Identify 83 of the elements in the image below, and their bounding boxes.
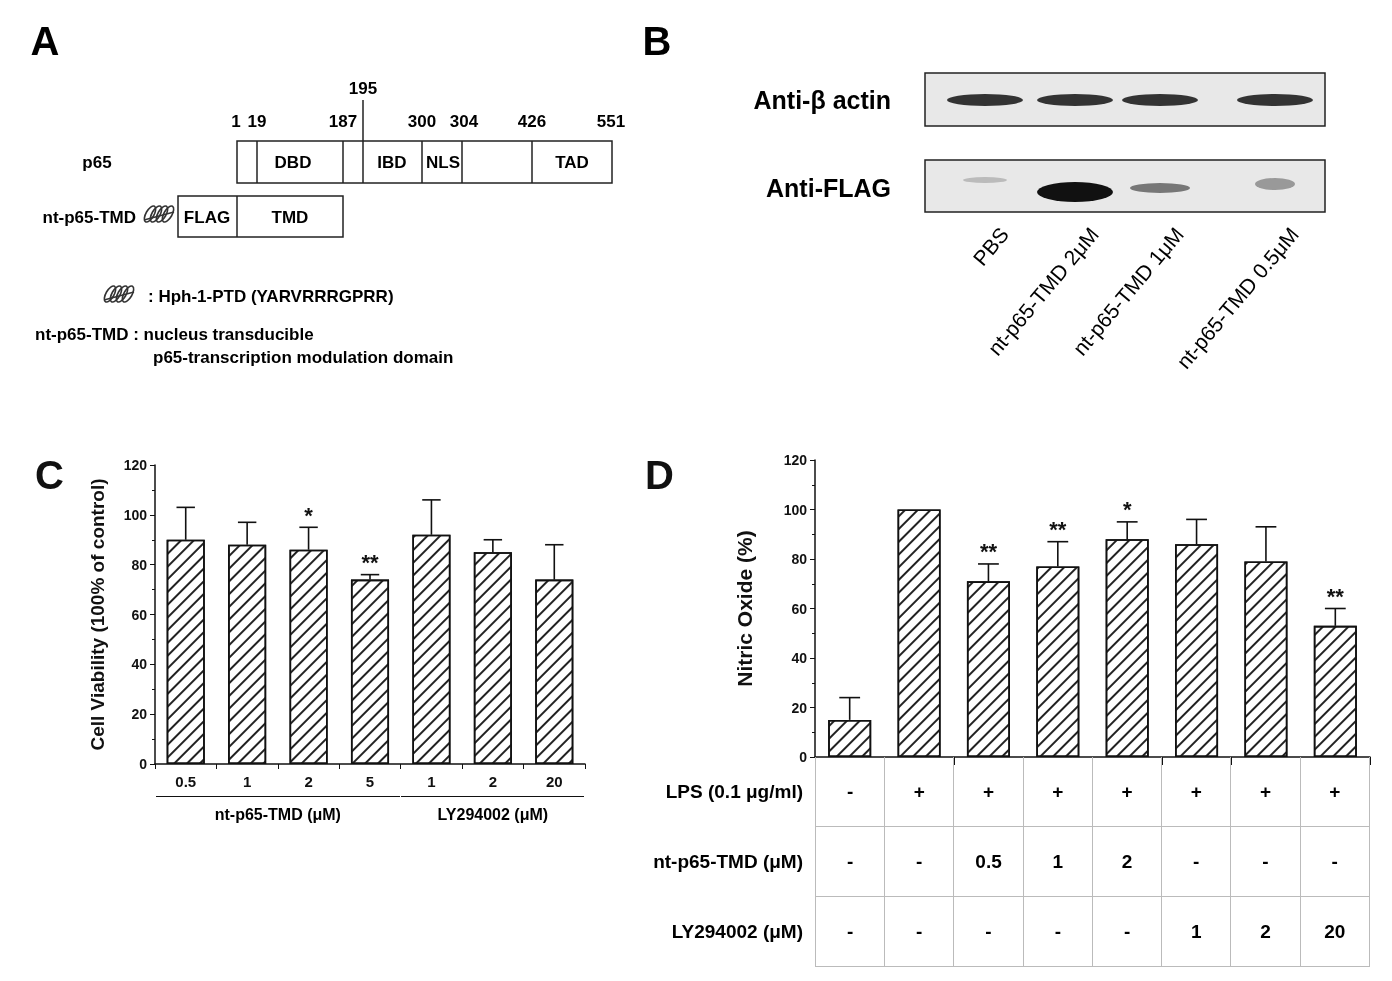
- y-tick-label: 100: [783, 501, 808, 518]
- text: nt-p65-TMD: [42, 208, 136, 227]
- text: p65: [82, 153, 112, 172]
- data-label: **: [1049, 517, 1067, 543]
- text: +: [1300, 757, 1370, 827]
- text: 2: [1092, 826, 1162, 897]
- text: nt-p65-TMD (μM): [653, 851, 803, 873]
- text: LY294002 (μM): [436, 806, 550, 824]
- text: nt-p65-TMD (μM): [213, 806, 342, 824]
- text: TMD: [271, 208, 309, 227]
- text: +: [1161, 757, 1231, 827]
- text: +: [884, 757, 954, 827]
- y-axis-title: Nitric Oxide (%): [733, 530, 756, 687]
- data-label: **: [979, 539, 998, 565]
- x-tick-label: 20: [545, 773, 563, 790]
- y-tick-label: 120: [783, 452, 808, 468]
- text: -: [953, 896, 1024, 967]
- y-tick-label: 100: [123, 506, 148, 523]
- data-label: *: [1122, 497, 1132, 523]
- data-label: **: [361, 550, 379, 576]
- text: B: [642, 19, 672, 63]
- text: 1: [1161, 896, 1231, 967]
- y-tick-label: 0: [799, 749, 808, 765]
- y-tick-label: 80: [131, 556, 148, 573]
- text: p65-transcription modulation domain: [153, 348, 454, 367]
- text: nt-p65-TMD : nucleus transducible: [35, 325, 314, 344]
- x-tick-label: 1: [427, 773, 436, 790]
- text: 1: [1023, 826, 1093, 897]
- text: 195: [348, 79, 378, 98]
- chart-title: D: [645, 453, 674, 497]
- text: -: [815, 757, 885, 827]
- text: FLAG: [183, 208, 231, 227]
- text: 300: [407, 112, 437, 131]
- text: 19: [247, 112, 267, 131]
- text: -: [815, 826, 885, 897]
- text: TAD: [555, 153, 589, 172]
- text: +: [1092, 757, 1162, 827]
- text: A: [30, 19, 60, 63]
- text: 426: [517, 112, 547, 131]
- text: 0.5: [953, 826, 1024, 897]
- text: 304: [449, 112, 479, 131]
- text: -: [884, 826, 954, 897]
- text: Anti-β actin: [753, 86, 891, 114]
- text: -: [884, 896, 954, 967]
- y-tick-label: 120: [123, 457, 148, 473]
- text: +: [1023, 757, 1093, 827]
- text: +: [1230, 757, 1301, 827]
- y-tick-label: 80: [791, 551, 808, 567]
- text: 551: [596, 112, 626, 131]
- y-tick-label: 60: [791, 600, 808, 617]
- y-tick-label: 60: [131, 606, 148, 623]
- y-tick-label: 0: [139, 756, 148, 772]
- text: NLS: [426, 153, 460, 172]
- text: DBD: [274, 153, 312, 172]
- text: Anti-FLAG: [766, 174, 891, 202]
- y-tick-label: 40: [131, 656, 148, 673]
- text: LPS (0.1 μg/ml): [665, 781, 803, 803]
- x-tick-label: 5: [365, 773, 375, 790]
- text: 187: [328, 112, 358, 131]
- x-tick-label: 2: [488, 773, 498, 790]
- data-label: *: [304, 502, 314, 528]
- y-tick-label: 40: [791, 650, 808, 666]
- text: -: [1161, 826, 1231, 897]
- text: LY294002 (μM): [671, 921, 803, 943]
- text: IBD: [377, 153, 407, 172]
- text: +: [953, 757, 1024, 827]
- text: 1: [231, 112, 241, 131]
- text: 20: [1300, 896, 1370, 967]
- text: -: [1300, 826, 1370, 897]
- y-axis-title: Cell Viability (100% of control): [87, 478, 108, 751]
- text: -: [1023, 896, 1093, 967]
- text: -: [815, 896, 885, 967]
- x-tick-label: 2: [304, 773, 313, 790]
- chart-title: C: [35, 453, 64, 497]
- x-tick-label: 0.5: [175, 773, 197, 790]
- x-tick-label: 1: [242, 773, 252, 790]
- y-tick-label: 20: [131, 706, 148, 723]
- text: -: [1092, 896, 1162, 967]
- text: : Hph-1-PTD (YARVRRRGPRR): [148, 287, 394, 306]
- text: 2: [1230, 896, 1301, 967]
- y-tick-label: 20: [791, 699, 808, 716]
- text: -: [1230, 826, 1301, 897]
- data-label: **: [1326, 584, 1345, 609]
